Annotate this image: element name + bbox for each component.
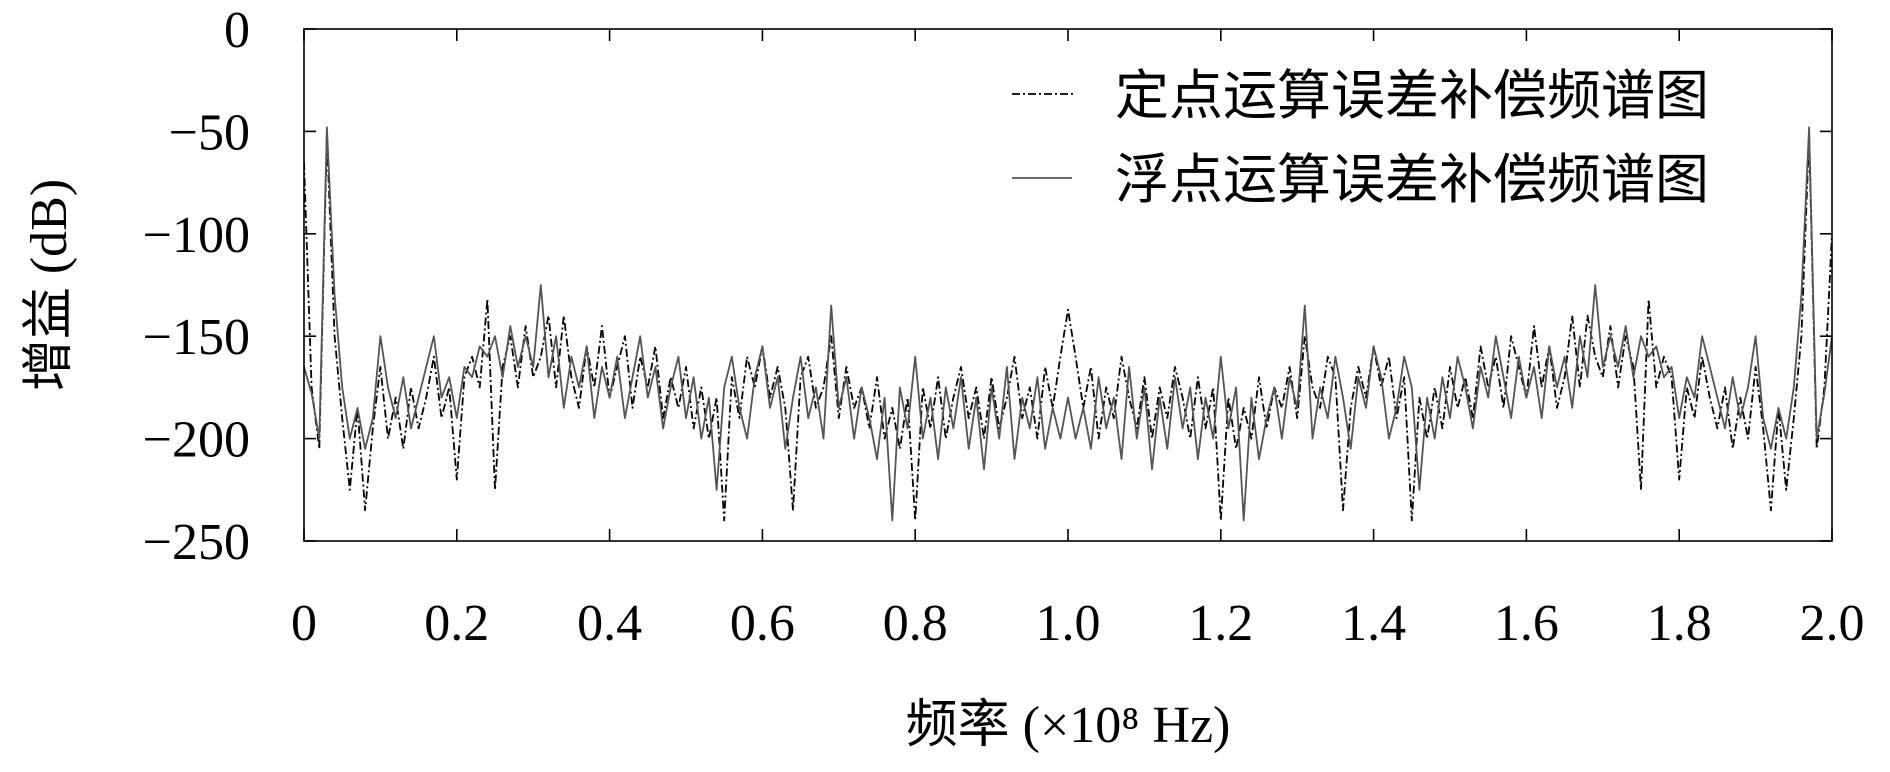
x-tick-label: 1.6 [1494,595,1559,652]
legend-item-fixed-point: 定点运算误差补偿频谱图 [1012,66,1709,126]
x-tick-label: 2.0 [1800,595,1865,652]
axis-ticks: 0 0.2 0.4 0.6 0.8 1.0 1.2 1.4 1.6 1.8 2.0 0 −50 −100 −… [143,2,1865,652]
y-axis-label: 增益 (dB) [21,179,78,391]
x-tick-label: 1.8 [1647,595,1712,652]
legend-label-floating-point: 浮点运算误差补偿频谱图 [1115,150,1709,210]
x-tick-label: 0.8 [883,595,948,652]
x-tick-label: 0.4 [577,595,642,652]
series-layer [304,126,1832,522]
x-tick-label: 0.6 [730,595,795,652]
legend: 定点运算误差补偿频谱图 浮点运算误差补偿频谱图 [1012,66,1709,210]
y-tick-label: −200 [143,412,250,469]
x-tick-label: 0 [291,595,317,652]
legend-item-floating-point: 浮点运算误差补偿频谱图 [1012,150,1709,210]
y-tick-label: −50 [169,104,250,161]
x-tick-label: 1.0 [1036,595,1101,652]
legend-label-fixed-point: 定点运算误差补偿频谱图 [1115,66,1709,126]
x-axis-label: 频率 (×10⁸ Hz) [906,697,1231,754]
y-tick-label: −150 [143,309,250,366]
x-tick-label: 1.2 [1188,595,1253,652]
y-tick-label: −250 [143,514,250,571]
x-tick-label: 0.2 [424,595,489,652]
y-tick-label: −100 [143,207,250,264]
y-tick-label: 0 [224,2,250,59]
series-line-floating-point [304,126,1832,522]
x-tick-label: 1.4 [1341,595,1406,652]
